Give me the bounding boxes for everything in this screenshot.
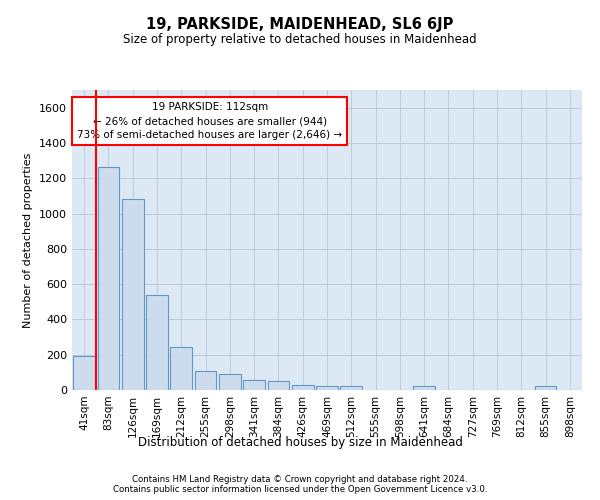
- Bar: [316, 386, 338, 390]
- Y-axis label: Number of detached properties: Number of detached properties: [23, 152, 34, 328]
- Bar: [146, 294, 168, 390]
- Bar: [194, 370, 217, 390]
- Bar: [73, 356, 95, 390]
- Bar: [219, 374, 241, 390]
- Text: 19, PARKSIDE, MAIDENHEAD, SL6 6JP: 19, PARKSIDE, MAIDENHEAD, SL6 6JP: [146, 18, 454, 32]
- Bar: [535, 386, 556, 390]
- Bar: [170, 347, 192, 390]
- Text: Contains HM Land Registry data © Crown copyright and database right 2024.: Contains HM Land Registry data © Crown c…: [132, 476, 468, 484]
- Bar: [268, 381, 289, 390]
- Text: Contains public sector information licensed under the Open Government Licence v3: Contains public sector information licen…: [113, 484, 487, 494]
- Bar: [97, 167, 119, 390]
- Text: Size of property relative to detached houses in Maidenhead: Size of property relative to detached ho…: [123, 32, 477, 46]
- Bar: [340, 386, 362, 390]
- Bar: [292, 384, 314, 390]
- Bar: [122, 200, 143, 390]
- Text: Distribution of detached houses by size in Maidenhead: Distribution of detached houses by size …: [137, 436, 463, 449]
- Bar: [413, 386, 435, 390]
- Text: 19 PARKSIDE: 112sqm
← 26% of detached houses are smaller (944)
73% of semi-detac: 19 PARKSIDE: 112sqm ← 26% of detached ho…: [77, 102, 342, 140]
- Bar: [243, 380, 265, 390]
